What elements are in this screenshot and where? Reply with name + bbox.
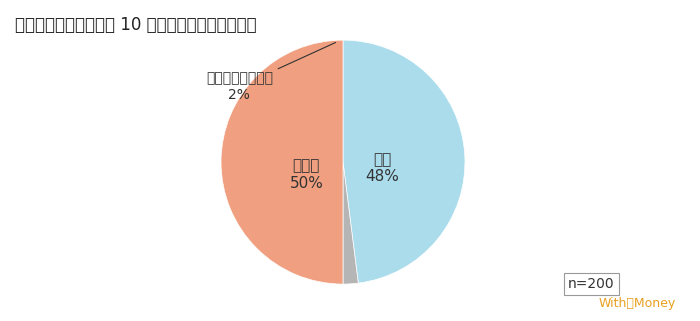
Text: はい
48%: はい 48% <box>365 152 399 184</box>
Text: まだ決めていない
2%: まだ決めていない 2% <box>206 42 335 101</box>
Text: WithⓂMoney: WithⓂMoney <box>598 297 676 310</box>
Wedge shape <box>343 162 358 284</box>
Wedge shape <box>343 40 465 283</box>
Wedge shape <box>221 40 343 284</box>
Text: いいえ
50%: いいえ 50% <box>290 158 323 190</box>
Text: ＜子どもに定額給付金 10 万円を渡しましたか？＞: ＜子どもに定額給付金 10 万円を渡しましたか？＞ <box>15 16 257 34</box>
Text: n=200: n=200 <box>568 277 615 291</box>
